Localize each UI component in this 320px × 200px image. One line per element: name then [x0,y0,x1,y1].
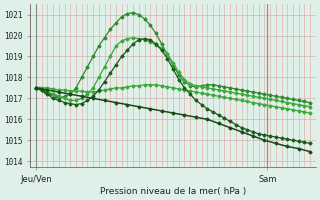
X-axis label: Pression niveau de la mer( hPa ): Pression niveau de la mer( hPa ) [100,187,246,196]
